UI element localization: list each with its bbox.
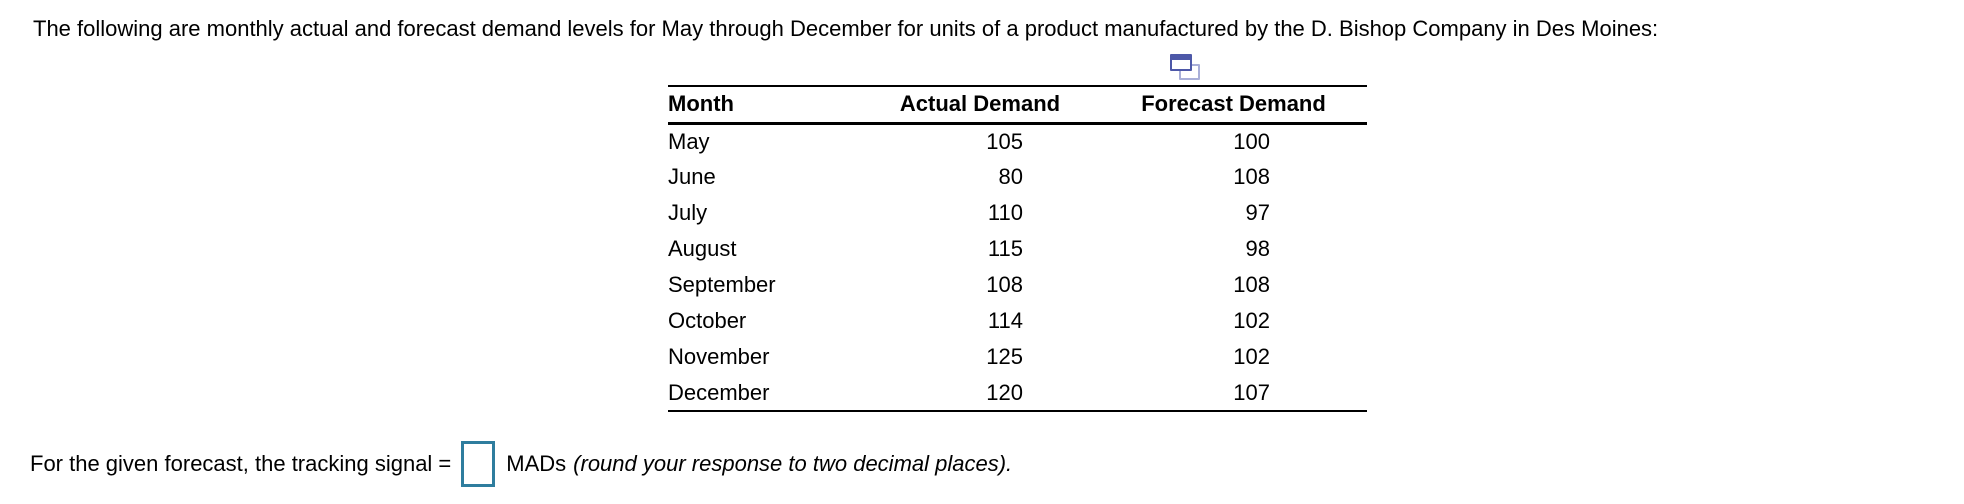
column-header-month: Month	[668, 91, 734, 117]
month-cell: September	[668, 272, 776, 297]
actual-demand-cell: 80	[998, 164, 1023, 189]
table-row: June 80 108	[668, 159, 1367, 195]
popup-window-icon[interactable]	[1170, 54, 1202, 82]
actual-demand-cell: 125	[986, 344, 1023, 369]
table-row: August 115 98	[668, 231, 1367, 267]
column-header-actual-demand: Actual Demand	[899, 91, 1061, 117]
table-row: November 125 102	[668, 339, 1367, 375]
month-cell: November	[668, 344, 770, 369]
tracking-signal-question: For the given forecast, the tracking sig…	[30, 441, 1012, 487]
demand-table: Month Actual Demand Forecast Demand May …	[668, 85, 1367, 412]
month-cell: May	[668, 128, 710, 154]
table-row: December 120 107	[668, 375, 1367, 411]
month-cell: October	[668, 308, 747, 333]
forecast-demand-cell: 108	[1233, 272, 1270, 297]
actual-demand-cell: 105	[986, 128, 1023, 154]
popup-window-icon-front	[1170, 54, 1192, 71]
forecast-demand-cell: 100	[1233, 128, 1270, 154]
table-row: October 114 102	[668, 303, 1367, 339]
actual-demand-cell: 110	[987, 200, 1023, 225]
mads-unit-label: MADs	[506, 451, 567, 476]
month-cell: June	[668, 164, 716, 189]
forecast-demand-cell: 97	[1245, 200, 1270, 225]
table-row: September 108 108	[668, 267, 1367, 303]
column-header-forecast-demand: Forecast Demand	[1141, 91, 1326, 117]
tracking-signal-input[interactable]	[461, 441, 496, 487]
forecast-demand-cell: 102	[1233, 344, 1270, 369]
month-cell: December	[668, 379, 770, 405]
month-cell: July	[668, 200, 708, 225]
actual-demand-cell: 120	[986, 379, 1023, 405]
question-prefix-text: For the given forecast, the tracking sig…	[30, 451, 452, 476]
forecast-demand-cell: 98	[1245, 236, 1270, 261]
forecast-demand-cell: 108	[1233, 164, 1270, 189]
table-row: May 105 100	[668, 123, 1367, 159]
forecast-demand-cell: 107	[1233, 379, 1270, 405]
table-header-row: Month Actual Demand Forecast Demand	[668, 86, 1367, 123]
rounding-instruction-text: (round your response to two decimal plac…	[573, 451, 1013, 476]
actual-demand-cell: 108	[986, 272, 1023, 297]
actual-demand-cell: 115	[987, 236, 1023, 261]
table-row: July 110 97	[668, 195, 1367, 231]
actual-demand-cell: 114	[987, 308, 1023, 333]
question-intro-text: The following are monthly actual and for…	[33, 16, 1659, 41]
forecast-demand-cell: 102	[1233, 308, 1270, 333]
month-cell: August	[668, 236, 737, 261]
